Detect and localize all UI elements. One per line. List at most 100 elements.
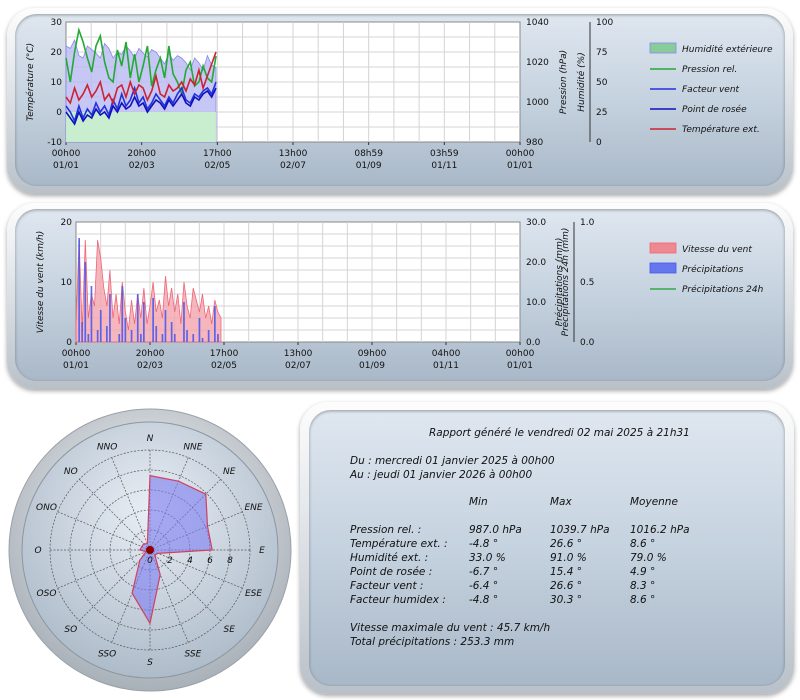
series-bar <box>136 294 139 342</box>
y-tick-label: 0 <box>56 108 62 118</box>
series-bar <box>155 326 158 342</box>
series-line <box>65 81 217 124</box>
y-tick-label: -10 <box>47 138 62 148</box>
row-label: Humidité ext. : <box>350 552 429 564</box>
y-right2-tick-label: 100 <box>596 18 613 28</box>
y-right2-tick-label: 0.0 <box>580 338 595 348</box>
x-tick-label: 00h00 <box>52 149 81 159</box>
rose-radial-tick: 0 <box>147 556 153 566</box>
row-avg: 8.6 ° <box>630 594 656 606</box>
series-bar <box>130 330 133 342</box>
y-right2-tick-label: 25 <box>596 108 607 118</box>
report-panel: Rapport généré le vendredi 02 mai 2025 à… <box>300 402 794 694</box>
row-avg: 8.6 ° <box>630 538 656 550</box>
row-min: -4.8 ° <box>469 594 499 606</box>
row-avg: 8.3 ° <box>630 580 656 592</box>
y-right2-tick-label: 50 <box>596 78 608 88</box>
rose-direction-label: ESE <box>245 589 262 599</box>
series-bar <box>217 334 219 342</box>
rose-direction-label: S <box>147 658 153 668</box>
row-max: 26.6 ° <box>550 538 582 550</box>
row-max: 30.3 ° <box>550 594 582 606</box>
rose-spoke <box>149 549 221 621</box>
x-tick-date: 01/01 <box>53 161 79 171</box>
wind-rose: 2 4 6 8 0 N NNE NE ENE E ESE SE SSE S SSO SO OSO O ONO NO NN… <box>8 408 292 692</box>
wind-chart: 20 10 0 30.0 20.0 10.0 0.0 1.0 0.5 0.0 Vitesse du … <box>36 218 764 371</box>
series-bar <box>214 306 216 342</box>
row-min: 33.0 % <box>469 552 506 564</box>
legend-swatch <box>649 262 677 274</box>
x-tick-date: 02/05 <box>211 361 237 371</box>
legend-label: Facteur vent <box>682 85 740 95</box>
y-right-tick-label: 1040 <box>526 18 549 28</box>
series-bar <box>198 318 201 342</box>
x-tick-label: 04h00 <box>432 349 461 359</box>
temperature-chart: 3020100-101040102010009801007550250Tempé… <box>25 18 773 171</box>
y-right2-tick-label: 0.5 <box>580 278 594 288</box>
legend-swatch <box>649 42 677 54</box>
x-tick-date: 01/11 <box>431 161 457 171</box>
series-bar <box>170 322 173 342</box>
rose-direction-label: ENE <box>244 503 262 513</box>
x-tick-date: 02/03 <box>129 161 155 171</box>
y-right-tick-label: 20.0 <box>526 258 546 268</box>
y-right-tick-label: 30.0 <box>526 218 546 228</box>
row-avg: 79.0 % <box>630 552 667 564</box>
y-tick-label: 10 <box>61 278 73 288</box>
header-max: Max <box>550 496 572 508</box>
series-bar <box>186 330 188 342</box>
rose-spoke <box>57 511 151 551</box>
rose-radial-tick: 8 <box>227 556 233 566</box>
x-tick-label: 20h00 <box>136 349 165 359</box>
row-max: 1039.7 hPa <box>550 524 610 536</box>
rose-spoke <box>79 549 151 621</box>
x-tick-date: 01/09 <box>359 361 385 371</box>
x-tick-date: 01/01 <box>63 361 89 371</box>
rose-direction-label: N <box>147 434 154 444</box>
report-to: Au : jeudi 01 janvier 2026 à 00h00 <box>350 469 533 481</box>
series-bar <box>109 294 111 342</box>
x-tick-label: 09h00 <box>358 349 387 359</box>
series-bar <box>81 322 83 342</box>
x-tick-date: 02/03 <box>137 361 163 371</box>
legend-label: Précipitations <box>682 264 744 275</box>
legend-label: Point de rosée <box>682 104 747 115</box>
row-max: 15.4 ° <box>550 566 582 578</box>
y-tick-label: 30 <box>51 18 63 28</box>
max-wind: Vitesse maximale du vent : 45.7 km/h <box>350 622 551 634</box>
row-avg: 1016.2 hPa <box>630 524 690 536</box>
series-bar <box>124 318 127 342</box>
series-bar <box>207 330 210 342</box>
x-tick-date: 01/11 <box>433 361 459 371</box>
y-tick-label: 0 <box>66 338 72 348</box>
y-right-tick-label: 1020 <box>526 58 549 68</box>
y-right-tick-label: 1000 <box>526 98 549 108</box>
legend-label: Pression rel. <box>682 65 737 75</box>
series-bar <box>87 334 90 342</box>
x-tick-label: 03h59 <box>430 149 459 159</box>
series-bar <box>143 302 145 342</box>
x-tick-label: 17h00 <box>210 349 239 359</box>
rose-radial-tick: 4 <box>187 556 193 566</box>
rose-direction-label: ONO <box>36 503 57 513</box>
row-min: -6.7 ° <box>469 566 499 578</box>
legend-swatch <box>649 242 677 254</box>
row-label: Point de rosée : <box>350 566 433 578</box>
x-tick-date: 01/01 <box>507 161 533 171</box>
rose-spoke <box>149 549 189 643</box>
rose-spoke <box>111 549 151 643</box>
rose-direction-label: SE <box>223 625 235 635</box>
row-max: 91.0 % <box>550 552 587 564</box>
row-label: Pression rel. : <box>350 524 422 536</box>
y-tick-label: 20 <box>61 218 73 228</box>
series-bar <box>78 238 80 342</box>
rose-center <box>146 546 154 554</box>
row-min: 987.0 hPa <box>469 524 522 536</box>
rose-direction-label: NNE <box>183 443 202 453</box>
series-line <box>65 87 217 126</box>
series-bar <box>118 334 121 342</box>
y-right-axis-label: Pression (hPa) <box>559 50 569 114</box>
x-tick-date: 02/05 <box>204 161 230 171</box>
legend-label: Température ext. <box>682 124 760 135</box>
rose-direction-label: E <box>259 546 265 556</box>
